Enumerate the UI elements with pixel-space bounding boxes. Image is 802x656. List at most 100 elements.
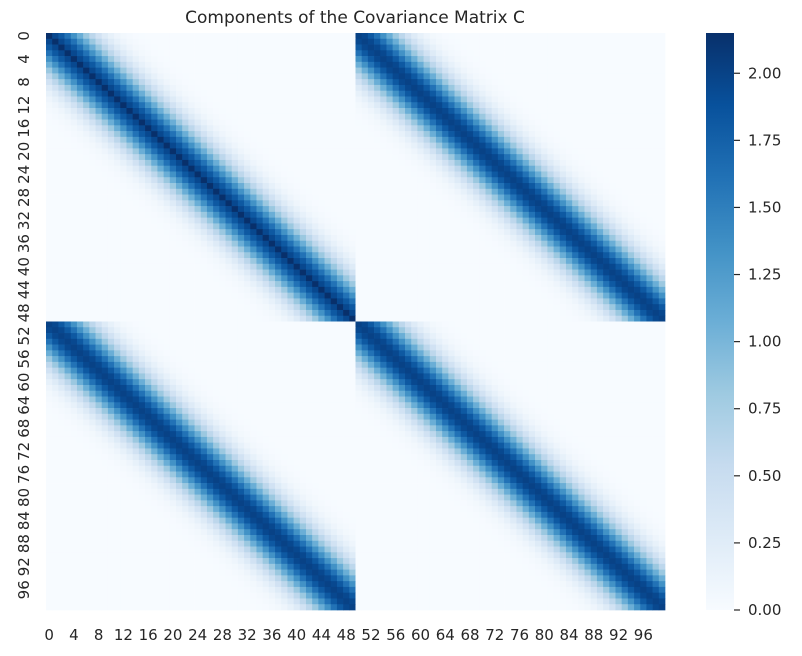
heatmap-cell (305, 113, 313, 120)
heatmap-cell (95, 240, 103, 247)
heatmap-cell (603, 286, 610, 293)
heatmap-cell (175, 263, 183, 270)
heatmap-cell (343, 159, 350, 167)
heatmap-cell (95, 33, 103, 40)
heatmap-cell (225, 171, 233, 178)
heatmap-cell (244, 154, 251, 161)
heatmap-cell (58, 96, 65, 103)
heatmap-cell (528, 263, 536, 270)
heatmap-cell (336, 258, 344, 265)
heatmap-cell (652, 142, 660, 149)
heatmap-cell (417, 90, 424, 97)
heatmap-cell (312, 159, 319, 167)
heatmap-cell (281, 44, 288, 51)
heatmap-cell (578, 67, 585, 74)
heatmap-cell (64, 73, 72, 80)
heatmap-cell (615, 252, 623, 259)
heatmap-cell (491, 223, 499, 230)
heatmap-cell (646, 102, 653, 109)
heatmap-cell (268, 148, 276, 155)
heatmap-cell (213, 38, 220, 45)
heatmap-cell (479, 142, 486, 149)
heatmap-cell (510, 286, 517, 293)
heatmap-cell (565, 263, 573, 270)
heatmap-cell (182, 177, 189, 184)
heatmap-cell (76, 234, 84, 242)
heatmap-cell (417, 281, 424, 288)
heatmap-cell (609, 240, 616, 247)
heatmap-cell (114, 73, 121, 80)
heatmap-cell (312, 119, 319, 126)
heatmap-cell (528, 188, 536, 195)
heatmap-cell (200, 79, 208, 86)
heatmap-cell (541, 258, 548, 265)
heatmap-cell (590, 246, 598, 253)
heatmap-cell (621, 102, 629, 109)
heatmap-cell (194, 315, 202, 322)
heatmap-cell (615, 234, 623, 242)
heatmap-cell (206, 246, 214, 253)
heatmap-cell (293, 263, 301, 270)
heatmap-cell (380, 281, 387, 288)
heatmap-cell (330, 223, 338, 230)
heatmap-cell (305, 136, 313, 143)
heatmap-cell (64, 136, 72, 143)
heatmap-cell (324, 183, 332, 190)
heatmap-cell (58, 263, 65, 270)
heatmap-cell (275, 44, 282, 51)
heatmap-cell (398, 229, 406, 236)
heatmap-cell (435, 102, 443, 109)
heatmap-cell (392, 102, 400, 109)
heatmap-cell (578, 315, 585, 322)
heatmap-cell (392, 315, 400, 322)
heatmap-cell (250, 315, 257, 322)
heatmap-cell (640, 234, 647, 242)
heatmap-cell (293, 67, 301, 74)
heatmap-cell (386, 275, 393, 282)
heatmap-cell (448, 61, 455, 68)
heatmap-cell (603, 258, 610, 265)
heatmap-cell (151, 223, 158, 230)
heatmap-cell (293, 159, 301, 167)
heatmap-cell (429, 136, 437, 143)
heatmap-cell (250, 142, 257, 149)
heatmap-cell (145, 108, 152, 115)
heatmap-cell (504, 281, 511, 288)
heatmap-cell (423, 102, 431, 109)
heatmap-cell (411, 159, 418, 167)
heatmap-cell (559, 258, 567, 265)
heatmap-cell (460, 50, 468, 57)
heatmap-cell (200, 258, 208, 265)
heatmap-cell (405, 171, 412, 178)
heatmap-cell (349, 171, 356, 178)
heatmap-cell (231, 188, 239, 195)
heatmap-cell (640, 315, 647, 322)
heatmap-cell (275, 286, 282, 293)
heatmap-cell (336, 50, 344, 57)
heatmap-cell (330, 90, 338, 97)
heatmap-cell (497, 292, 505, 299)
heatmap-cell (256, 119, 263, 126)
heatmap-cell (293, 38, 301, 45)
heatmap-cell (658, 159, 666, 167)
heatmap-cell (621, 177, 629, 184)
heatmap-cell (417, 275, 424, 282)
heatmap-cell (95, 188, 103, 195)
heatmap-cell (324, 67, 332, 74)
heatmap-cell (157, 309, 164, 317)
heatmap-cell (157, 125, 164, 132)
heatmap-cell (76, 229, 84, 236)
heatmap-cell (473, 171, 480, 178)
heatmap-cell (107, 183, 115, 190)
heatmap-cell (200, 67, 208, 74)
heatmap-cell (584, 234, 592, 242)
heatmap-cell (275, 263, 282, 270)
heatmap-cell (200, 165, 208, 172)
heatmap-cell (349, 61, 356, 68)
heatmap-cell (479, 234, 486, 242)
heatmap-cell (305, 171, 313, 178)
heatmap-cell (95, 258, 103, 265)
heatmap-cell (151, 292, 158, 299)
heatmap-cell (565, 275, 573, 282)
heatmap-cell (497, 148, 505, 155)
